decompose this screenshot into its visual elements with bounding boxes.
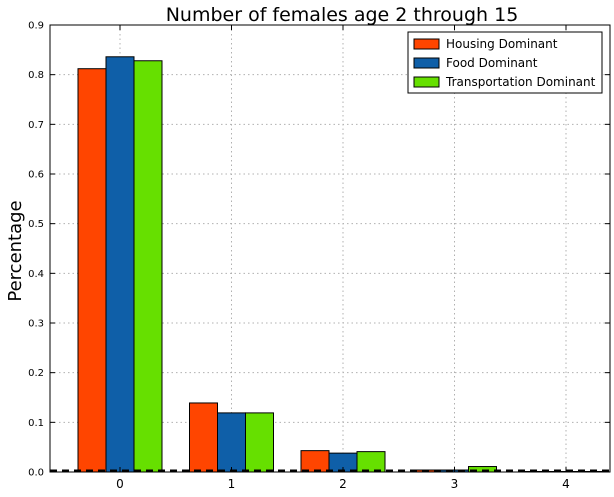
bar-transportation-dominant-1 xyxy=(245,412,274,473)
chart-title: Number of females age 2 through 15 xyxy=(166,4,519,26)
bar-housing-dominant-2 xyxy=(300,450,330,473)
bar-food-dominant-1 xyxy=(217,412,246,473)
bar-transportation-dominant-0 xyxy=(133,60,163,473)
bar-housing-dominant-1 xyxy=(189,402,218,473)
y-tick-label: 0.8 xyxy=(28,70,44,81)
y-tick-label: 0.1 xyxy=(28,418,44,429)
y-tick-label: 0.9 xyxy=(28,21,44,32)
bar-transportation-dominant-2 xyxy=(356,451,386,473)
y-tick-label: 0.7 xyxy=(28,120,44,131)
x-tick-label: 4 xyxy=(562,477,570,491)
bar-food-dominant-0 xyxy=(105,56,135,473)
x-tick-label: 1 xyxy=(228,477,236,491)
bar-housing-dominant-0 xyxy=(77,68,107,473)
y-axis-ticks: 0.0 0.1 0.2 0.3 0.4 0.5 0.6 0.7 0.8 0.9 xyxy=(28,21,610,479)
legend-label: Transportation Dominant xyxy=(445,75,596,89)
legend-swatch xyxy=(413,38,440,50)
y-tick-label: 0.5 xyxy=(28,219,44,230)
legend-label: Housing Dominant xyxy=(446,37,558,51)
x-tick-label: 0 xyxy=(116,477,124,491)
y-tick-label: 0.2 xyxy=(28,368,44,379)
legend-swatch xyxy=(413,76,440,88)
x-tick-label: 3 xyxy=(451,477,459,491)
legend: Housing Dominant Food Dominant Transportat… xyxy=(407,31,603,94)
y-axis-label: Percentage xyxy=(5,200,26,301)
legend-box xyxy=(407,31,603,94)
bars xyxy=(77,56,609,473)
x-tick-label: 2 xyxy=(339,477,347,491)
y-tick-label: 0.4 xyxy=(28,269,44,280)
legend-label: Food Dominant xyxy=(446,56,538,70)
y-tick-label: 0.3 xyxy=(28,319,44,330)
y-tick-label: 0.0 xyxy=(28,468,44,479)
legend-swatch xyxy=(413,57,440,69)
x-axis-ticks: 0 1 2 3 4 xyxy=(116,25,570,491)
plot-area-frame xyxy=(49,24,611,473)
y-tick-label: 0.6 xyxy=(28,170,44,181)
